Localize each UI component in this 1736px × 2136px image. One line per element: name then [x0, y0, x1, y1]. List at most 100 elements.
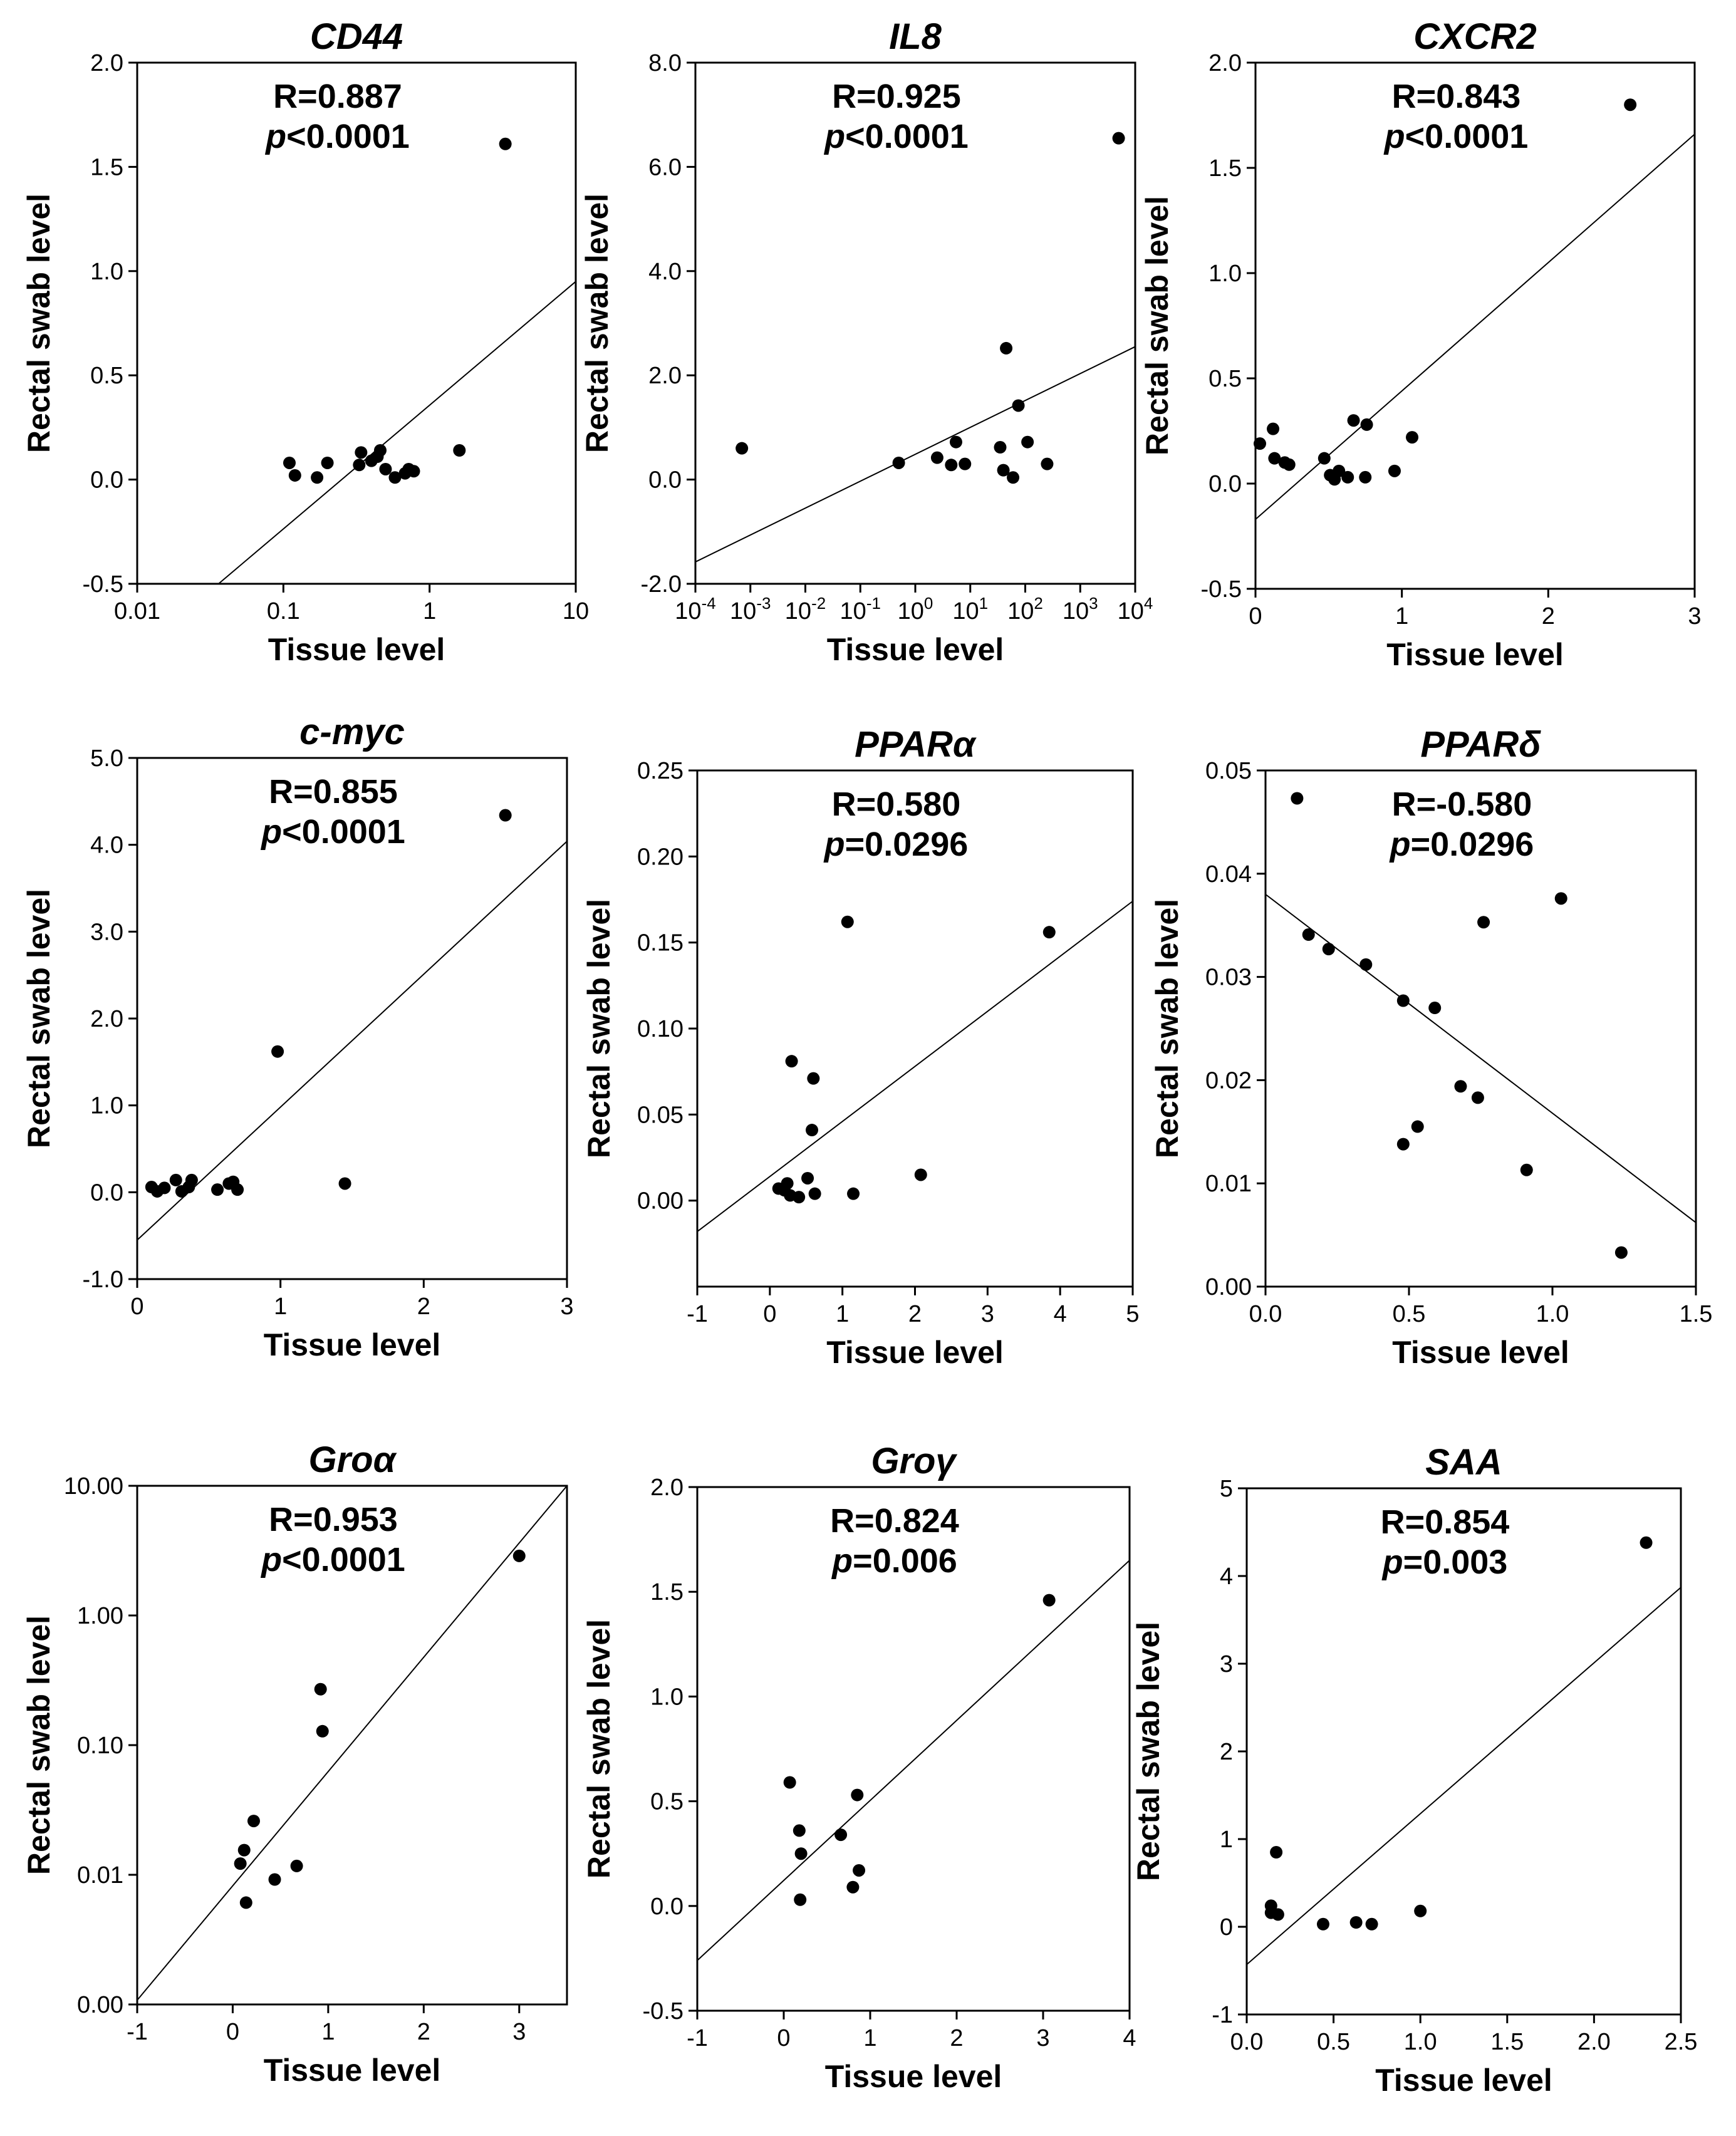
p-value-text: <0.0001: [282, 813, 405, 851]
x-tick-label: 2: [417, 2019, 430, 2045]
p-value-text: =0.006: [853, 1542, 957, 1580]
x-tick-label: 0.5: [1317, 2029, 1350, 2055]
y-tick-label: 2.0: [1208, 50, 1242, 76]
regression-line: [137, 1485, 568, 2001]
x-tick-label: 104: [1118, 594, 1153, 625]
data-point: [1322, 943, 1335, 956]
panel-title: SAA: [1425, 1442, 1502, 1483]
x-tick-label: 1: [863, 2025, 876, 2051]
x-axis-label: Tissue level: [1392, 1335, 1569, 1370]
data-point: [1614, 1246, 1628, 1259]
y-tick-label: 2: [1220, 1739, 1233, 1765]
data-point: [158, 1181, 171, 1195]
y-tick-label: 0.20: [637, 844, 683, 870]
data-point: [1302, 928, 1315, 941]
y-tick-label: 0.05: [1205, 758, 1252, 784]
data-point: [512, 1549, 526, 1562]
data-point: [794, 1847, 808, 1860]
x-tick-label: 10-3: [730, 594, 771, 625]
x-tick-label: 102: [1007, 594, 1043, 625]
data-point: [1267, 422, 1280, 435]
p-symbol: p: [831, 1542, 853, 1580]
data-point: [1406, 431, 1419, 444]
data-point: [1347, 414, 1360, 427]
data-point: [994, 441, 1007, 454]
data-point: [321, 456, 334, 469]
data-point: [379, 462, 392, 475]
data-point: [1411, 1120, 1424, 1133]
data-point: [1270, 1846, 1283, 1859]
y-axis-label: Rectal swab level: [21, 1615, 56, 1875]
x-tick-label: 1.0: [1536, 1301, 1569, 1327]
y-tick-label: 2.0: [648, 363, 682, 389]
p-value-text: <0.0001: [286, 118, 410, 155]
y-tick-label: 0.10: [637, 1016, 683, 1042]
data-point: [834, 1828, 848, 1842]
y-tick-label: 0.25: [637, 758, 683, 784]
x-tick-exponent: 3: [1089, 594, 1098, 613]
y-axis-label: Rectal swab level: [21, 194, 56, 453]
y-tick-label: 4: [1220, 1563, 1233, 1590]
y-axis-label: Rectal swab level: [1150, 899, 1185, 1158]
y-tick-label: 0.0: [650, 1894, 683, 1920]
y-axis-label: Rectal swab level: [580, 194, 615, 453]
data-point: [338, 1177, 351, 1190]
regression-line: [695, 346, 1136, 563]
x-tick-base: 10: [952, 598, 979, 625]
p-symbol: p: [823, 826, 845, 863]
x-tick-label: 0: [226, 2019, 239, 2045]
data-point: [1268, 452, 1281, 465]
y-tick-label: 1.0: [1208, 261, 1242, 287]
p-symbol: p: [1389, 826, 1411, 863]
data-point: [1112, 132, 1125, 145]
regression-line: [697, 1560, 1130, 1961]
y-tick-label: 0.02: [1205, 1067, 1252, 1094]
x-tick-base: 10: [898, 598, 924, 625]
p-value: p=0.0296: [1389, 826, 1534, 863]
data-point: [1624, 98, 1637, 111]
x-tick-label: 0: [763, 1301, 776, 1327]
data-point: [268, 1873, 281, 1886]
y-axis-label: Rectal swab level: [581, 899, 616, 1158]
y-tick-label: 0.5: [90, 363, 123, 389]
data-point: [353, 459, 366, 472]
data-point: [1007, 471, 1020, 484]
x-tick-label: 10-4: [675, 594, 715, 625]
y-tick-label: 1.0: [90, 259, 123, 285]
p-value: p=0.003: [1381, 1543, 1508, 1581]
x-tick-base: 10: [730, 598, 756, 625]
regression-line: [697, 900, 1133, 1232]
data-point: [169, 1173, 182, 1186]
p-symbol: p: [1381, 1543, 1403, 1581]
x-tick-exponent: 2: [1034, 594, 1042, 613]
x-tick-label: 3: [1688, 603, 1701, 630]
data-point: [185, 1173, 198, 1186]
y-tick-label: -0.5: [1201, 576, 1242, 603]
p-symbol: p: [823, 118, 845, 155]
y-tick-label: 2.0: [650, 1475, 683, 1501]
x-tick-label: 1: [274, 1294, 287, 1320]
data-point: [735, 442, 749, 455]
x-tick-label: 2: [908, 1301, 922, 1327]
data-point: [1359, 958, 1373, 971]
x-tick-base: 10: [1118, 598, 1144, 625]
x-tick-label: 10-1: [840, 594, 881, 625]
p-value-text: <0.0001: [282, 1541, 405, 1579]
x-tick-label: 0.0: [1249, 1301, 1282, 1327]
x-axis-label: Tissue level: [268, 632, 445, 667]
y-tick-label: 0.01: [77, 1862, 123, 1889]
p-symbol: p: [264, 118, 286, 155]
y-tick-label: 2.0: [90, 50, 123, 76]
p-value-text: <0.0001: [1405, 118, 1529, 155]
data-point: [930, 451, 943, 464]
data-point: [355, 446, 368, 459]
p-value-text: <0.0001: [845, 118, 969, 155]
x-tick-label: 3: [1036, 2025, 1049, 2051]
